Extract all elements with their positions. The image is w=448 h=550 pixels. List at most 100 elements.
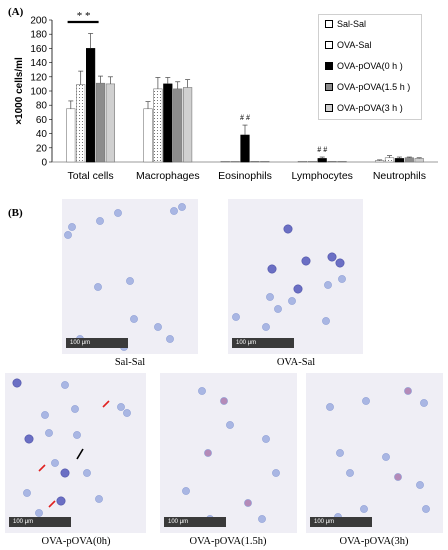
micrograph-caption: OVA-pOVA(1.5h) [189,536,267,547]
cell-mark [262,323,270,331]
cell-mark [166,335,174,343]
bar [105,83,115,163]
bar [307,160,317,163]
y-tick-label: 80 [36,101,48,112]
x-tick-label: Macrophages [136,170,200,182]
bar [394,158,405,163]
bar [240,134,250,163]
y-tick-label: 140 [30,58,47,69]
bar [384,157,395,163]
y-tick-label: 100 [30,87,47,98]
bar [220,160,230,163]
micrograph-caption: OVA-pOVA(3h) [339,536,409,547]
y-tick-label: 60 [36,115,48,126]
bar [250,160,260,163]
cell-mark [283,224,293,234]
micrograph-ova-pova-0h: 100 μm [5,373,146,533]
cell-mark [41,411,49,419]
legend-item: OVA-Sal [325,38,371,52]
cell-mark [94,283,102,291]
cell-mark [416,481,424,489]
legend-label: OVA-pOVA(3 h ) [337,103,403,113]
bar [153,88,163,163]
cell-mark [12,378,22,388]
cell-mark [123,409,131,417]
x-tick-label: Total cells [68,170,114,182]
cell-mark [204,449,212,457]
legend-item: Sal-Sal [325,17,366,31]
cell-mark [322,317,330,325]
bar [297,160,308,163]
cell-mark [51,459,59,467]
y-tick-label: 120 [30,72,47,83]
x-tick-label: Eosinophils [218,170,272,182]
cell-mark [360,505,368,513]
cell-mark [288,297,296,305]
micrograph-ova-pova-3h: 100 μm [306,373,443,533]
cell-mark [154,323,162,331]
legend-item: OVA-pOVA(0 h ) [325,59,403,73]
y-tick-label: 20 [36,143,48,154]
cell-mark [126,277,134,285]
cell-mark [301,256,311,266]
cell-image [64,203,186,351]
bar [317,158,327,163]
cell-mark [336,449,344,457]
arrow-icon [76,448,84,460]
cell-mark [326,403,334,411]
y-axis-label: ×1000 cells/ml [14,57,25,125]
bar [404,157,414,163]
cell-mark [56,496,66,506]
cell-mark [35,509,43,517]
bar [95,82,106,163]
cell-mark [45,429,53,437]
cell-mark [266,293,274,301]
cell-mark [324,281,332,289]
cell-mark [244,499,252,507]
cell-mark [23,489,31,497]
legend-swatch [325,62,333,70]
bar-chart: 0 20 40 60 80 100 120 140 160 180 200 ×1000 cells/m… [14,10,438,182]
bar [414,158,424,163]
micrograph-caption: OVA-pOVA(0h) [41,536,111,547]
bar [163,83,173,163]
y-tick-label: 0 [41,158,47,169]
y-tick-label: 40 [36,129,48,140]
cell-image [182,387,280,523]
cell-mark [73,431,81,439]
micrograph-sal-sal: 100 μm [62,199,198,354]
cell-mark [64,231,72,239]
cell-mark [198,387,206,395]
cell-image [326,387,430,521]
cell-mark [274,305,282,313]
cell-mark [95,495,103,503]
significance-label: * * [77,10,91,22]
cell-mark [293,284,303,294]
legend-swatch [325,104,333,112]
scale-bar: 100 μm [66,338,128,348]
cell-mark [420,399,428,407]
significance-label: # # [240,113,250,122]
y-tick-label: 200 [30,16,47,27]
cell-image [232,224,346,331]
cell-mark [267,264,277,274]
arrow-icon [102,400,110,408]
cell-mark [220,397,228,405]
micrograph-caption: OVA-Sal [276,357,316,368]
cell-mark [346,469,354,477]
panel-b-label: (B) [8,207,23,219]
micrograph-caption: Sal-Sal [114,357,146,368]
panel-a-label: (A) [8,6,24,18]
y-tick-label: 160 [30,44,47,55]
bar [173,88,183,163]
cell-mark [394,473,402,481]
legend-label: Sal-Sal [337,19,367,29]
scale-bar: 100 μm [9,517,71,527]
cell-mark [362,397,370,405]
bar [327,160,337,163]
bar [337,160,347,163]
legend-swatch [325,20,333,28]
cell-mark [68,223,76,231]
cell-mark [61,381,69,389]
cell-mark [327,252,337,262]
